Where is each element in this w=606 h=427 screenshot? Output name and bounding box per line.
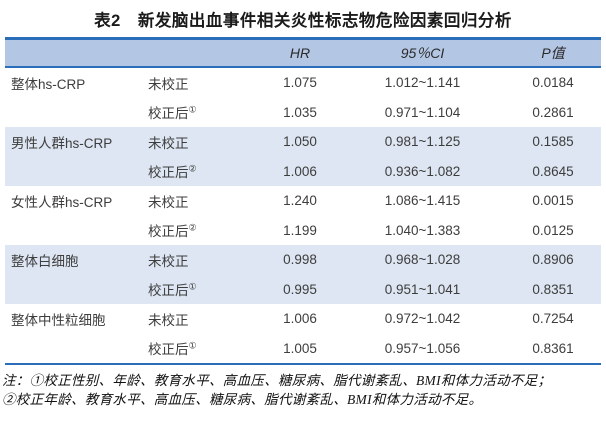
footnote-line-1: 注：①校正性别、年龄、教育水平、高血压、糖尿病、脂代谢紊乱、BMI和体力活动不足… xyxy=(2,373,552,388)
cell-hr: 1.006 xyxy=(283,163,317,179)
cell-p: 0.0125 xyxy=(532,222,574,238)
table-caption: 表2 新发脑出血事件相关炎性标志物危险因素回归分析 xyxy=(94,12,512,30)
header-cell-ci: 95％CI xyxy=(400,45,445,61)
cell-method: 校正后② xyxy=(148,161,260,181)
method-superscript: ② xyxy=(188,222,197,233)
method-label: 未校正 xyxy=(148,253,189,269)
cell-method: 未校正 xyxy=(148,191,260,211)
cell-hr: 1.005 xyxy=(283,340,317,356)
cell-p: 0.0015 xyxy=(532,193,574,209)
cell-ci: 1.012~1.141 xyxy=(384,75,461,91)
cell-group: 整体hs-CRP xyxy=(11,76,86,92)
cell-hr: 1.006 xyxy=(283,311,317,327)
cell-ci: 0.971~1.104 xyxy=(384,104,461,120)
cell-group: 整体中性粒细胞 xyxy=(11,312,106,328)
method-superscript: ① xyxy=(188,281,197,292)
method-superscript: ① xyxy=(188,104,197,115)
table-body: 整体hs-CRP 未校正 1.075 1.012~1.141 0.0184 校正… xyxy=(5,68,601,365)
cell-hr: 1.240 xyxy=(283,193,317,209)
table-row: 校正后② 1.006 0.936~1.082 0.8645 xyxy=(5,156,601,186)
method-label: 未校正 xyxy=(148,312,189,328)
cell-method: 未校正 xyxy=(148,309,260,329)
table-row: 男性人群hs-CRP 未校正 1.050 0.981~1.125 0.1585 xyxy=(5,127,601,157)
cell-ci: 1.086~1.415 xyxy=(384,193,461,209)
cell-ci: 0.957~1.056 xyxy=(384,340,461,356)
method-label: 未校正 xyxy=(148,135,189,151)
cell-p: 0.8351 xyxy=(532,281,574,297)
method-label: 未校正 xyxy=(148,194,189,210)
cell-hr: 0.995 xyxy=(283,281,317,297)
table-row: 整体hs-CRP 未校正 1.075 1.012~1.141 0.0184 xyxy=(5,68,601,98)
cell-ci: 0.972~1.042 xyxy=(384,311,461,327)
header-cell-p: P值 xyxy=(541,45,565,61)
cell-group: 整体白细胞 xyxy=(11,253,79,269)
cell-method: 校正后① xyxy=(148,279,260,299)
cell-ci: 0.981~1.125 xyxy=(384,134,461,150)
table-header-row: HR 95％CI P值 xyxy=(5,37,601,68)
cell-p: 0.8906 xyxy=(532,252,574,268)
cell-hr: 1.035 xyxy=(283,104,317,120)
method-label: 校正后 xyxy=(148,106,189,122)
method-label: 未校正 xyxy=(148,76,189,92)
method-label: 校正后 xyxy=(148,283,189,299)
footnote-line-2: ②校正年龄、教育水平、高血压、糖尿病、脂代谢紊乱、BMI和体力活动不足。 xyxy=(2,392,483,407)
cell-method: 未校正 xyxy=(148,73,260,93)
table-row: 整体白细胞 未校正 0.998 0.968~1.028 0.8906 xyxy=(5,245,601,275)
method-superscript: ① xyxy=(188,340,197,351)
cell-p: 0.0184 xyxy=(532,75,574,91)
cell-ci: 0.936~1.082 xyxy=(384,163,461,179)
method-label: 校正后 xyxy=(148,165,189,181)
table-row: 整体中性粒细胞 未校正 1.006 0.972~1.042 0.7254 xyxy=(5,304,601,334)
regression-table: HR 95％CI P值 整体hs-CRP 未校正 1.075 1.012~1.1… xyxy=(5,37,601,365)
cell-hr: 0.998 xyxy=(283,252,317,268)
table-footnotes: 注：①校正性别、年龄、教育水平、高血压、糖尿病、脂代谢紊乱、BMI和体力活动不足… xyxy=(2,371,604,409)
method-superscript: ② xyxy=(188,163,197,174)
cell-method: 未校正 xyxy=(148,250,260,270)
table-row: 女性人群hs-CRP 未校正 1.240 1.086~1.415 0.0015 xyxy=(5,186,601,216)
cell-ci: 0.968~1.028 xyxy=(384,252,461,268)
cell-p: 0.2861 xyxy=(532,104,574,120)
cell-hr: 1.050 xyxy=(283,134,317,150)
table-row: 校正后① 0.995 0.951~1.041 0.8351 xyxy=(5,274,601,304)
cell-group: 男性人群hs-CRP xyxy=(11,135,113,151)
cell-method: 未校正 xyxy=(148,132,260,152)
method-label: 校正后 xyxy=(148,224,189,240)
table-row: 校正后① 1.005 0.957~1.056 0.8361 xyxy=(5,334,601,364)
cell-ci: 0.951~1.041 xyxy=(384,281,461,297)
cell-p: 0.8645 xyxy=(532,163,574,179)
table-row: 校正后① 1.035 0.971~1.104 0.2861 xyxy=(5,98,601,128)
cell-method: 校正后① xyxy=(148,102,260,122)
cell-hr: 1.075 xyxy=(283,75,317,91)
table-row: 校正后② 1.199 1.040~1.383 0.0125 xyxy=(5,216,601,246)
cell-p: 0.8361 xyxy=(532,340,574,356)
cell-method: 校正后② xyxy=(148,220,260,240)
cell-p: 0.7254 xyxy=(532,311,574,327)
cell-method: 校正后① xyxy=(148,338,260,358)
header-cell-hr: HR xyxy=(289,45,311,61)
cell-hr: 1.199 xyxy=(283,222,317,238)
method-label: 校正后 xyxy=(148,342,189,358)
cell-p: 0.1585 xyxy=(532,134,574,150)
cell-group: 女性人群hs-CRP xyxy=(11,194,113,210)
cell-ci: 1.040~1.383 xyxy=(384,222,461,238)
